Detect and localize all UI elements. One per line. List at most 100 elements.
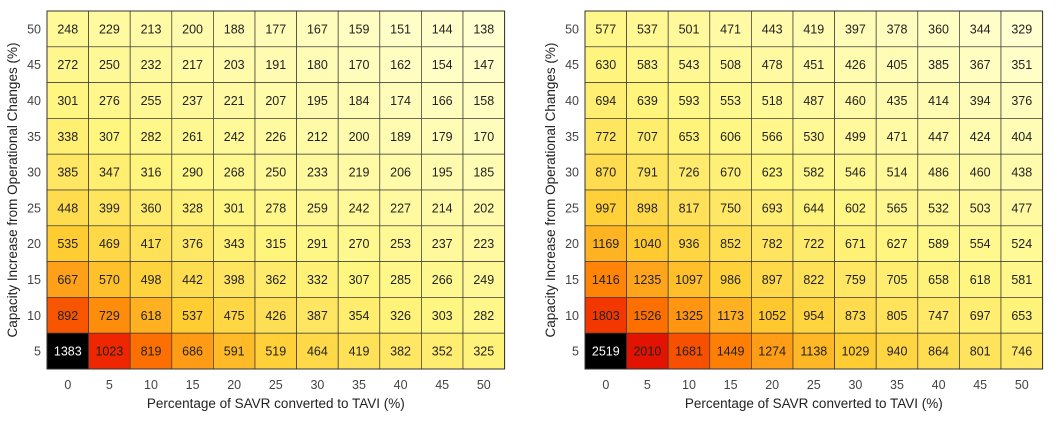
heatmap-cell [626, 261, 669, 298]
heatmap-cell [88, 261, 131, 298]
cell-value-label: 326 [390, 309, 411, 323]
heatmap-cell [751, 332, 794, 370]
cell-value-label: 438 [1011, 166, 1032, 180]
cell-value-label: 174 [390, 94, 411, 108]
cell-value-label: 940 [887, 345, 908, 359]
heatmap-cell [379, 225, 422, 262]
cell-value-label: 671 [845, 237, 866, 251]
cell-value-label: 464 [307, 345, 328, 359]
heatmap-cell [584, 153, 627, 191]
y-tick-label: 30 [27, 166, 41, 180]
cell-value-label: 426 [845, 58, 866, 72]
cell-value-label: 537 [182, 309, 203, 323]
cell-value-label: 469 [99, 237, 120, 251]
heatmap-cell [875, 189, 919, 227]
cell-value-label: 726 [679, 166, 700, 180]
x-tick-label: 25 [807, 378, 821, 392]
heatmap-cell [213, 82, 256, 119]
cell-value-label: 1029 [841, 345, 869, 359]
heatmap-cell [129, 82, 173, 119]
heatmap-cell [959, 153, 1002, 191]
cell-value-label: 499 [845, 130, 866, 144]
cell-value-label: 270 [349, 237, 370, 251]
cell-value-label: 852 [720, 237, 741, 251]
heatmap-cell [626, 332, 669, 370]
heatmap-cell [296, 46, 339, 83]
y-tick-label: 15 [565, 273, 579, 287]
cell-value-label: 591 [224, 345, 245, 359]
heatmap-cell [337, 297, 381, 334]
cell-value-label: 414 [928, 94, 949, 108]
cell-value-label: 805 [887, 309, 908, 323]
cell-value-label: 278 [265, 201, 286, 215]
x-tick-label: 30 [310, 378, 324, 392]
cell-value-label: 514 [887, 166, 908, 180]
cell-value-label: 203 [224, 58, 245, 72]
cell-value-label: 618 [970, 273, 991, 287]
cell-value-label: 261 [182, 130, 203, 144]
cell-value-label: 822 [803, 273, 824, 287]
cell-value-label: 897 [762, 273, 783, 287]
cell-value-label: 519 [265, 345, 286, 359]
heatmap-cell [46, 82, 89, 119]
x-tick-label: 45 [973, 378, 987, 392]
cell-value-label: 750 [720, 201, 741, 215]
cell-value-label: 202 [473, 201, 494, 215]
cell-value-label: 419 [349, 345, 370, 359]
heatmap-cell [171, 332, 214, 370]
heatmap-cell [254, 261, 297, 298]
x-tick-label: 40 [394, 378, 408, 392]
cell-value-label: 424 [970, 130, 991, 144]
cell-value-label: 2519 [592, 345, 620, 359]
heatmap-cell [421, 46, 464, 83]
heatmap-cell [46, 332, 89, 370]
cell-value-label: 329 [1011, 22, 1032, 36]
heatmap-cell [46, 189, 89, 227]
heatmap-cell [917, 189, 960, 227]
cell-value-label: 362 [265, 273, 286, 287]
heatmap-cell [254, 153, 297, 191]
cell-value-label: 325 [473, 345, 494, 359]
cell-value-label: 162 [390, 58, 411, 72]
cell-value-label: 237 [432, 237, 453, 251]
cell-value-label: 282 [141, 130, 162, 144]
cell-value-label: 219 [349, 166, 370, 180]
heatmap-cell [709, 82, 752, 119]
y-tick-label: 50 [27, 22, 41, 36]
plot-frame [46, 10, 506, 370]
x-tick-label: 20 [765, 378, 779, 392]
heatmap-cell [834, 10, 877, 48]
x-tick-label: 5 [106, 378, 113, 392]
heatmap-cell [1000, 153, 1043, 191]
heatmap-cell [421, 297, 464, 334]
x-tick-label: 30 [848, 378, 862, 392]
heatmap-cell [129, 297, 173, 334]
cell-value-label: 249 [473, 273, 494, 287]
heatmap-cell [792, 118, 835, 155]
cell-value-label: 382 [390, 345, 411, 359]
cell-value-label: 630 [595, 58, 616, 72]
heatmap-cell [959, 261, 1002, 298]
heatmap-cell [626, 189, 669, 227]
cell-value-label: 328 [182, 201, 203, 215]
cell-value-label: 501 [679, 22, 700, 36]
cell-value-label: 221 [224, 94, 245, 108]
cell-value-label: 398 [224, 273, 245, 287]
y-tick-label: 20 [27, 237, 41, 251]
x-tick-label: 25 [269, 378, 283, 392]
cell-value-label: 864 [928, 345, 949, 359]
cell-value-label: 448 [57, 201, 78, 215]
cell-value-label: 290 [182, 166, 203, 180]
cell-value-label: 301 [57, 94, 78, 108]
cell-value-label: 394 [970, 94, 991, 108]
x-tick-label: 20 [227, 378, 241, 392]
cell-value-label: 248 [57, 22, 78, 36]
cell-value-label: 399 [99, 201, 120, 215]
cell-value-label: 347 [99, 166, 120, 180]
y-axis-label: Capacity Increase from Operational Chang… [5, 43, 20, 338]
heatmap-cell [709, 332, 752, 370]
cell-value-label: 546 [845, 166, 866, 180]
heatmap-cell [667, 225, 711, 262]
cell-value-label: 487 [803, 94, 824, 108]
